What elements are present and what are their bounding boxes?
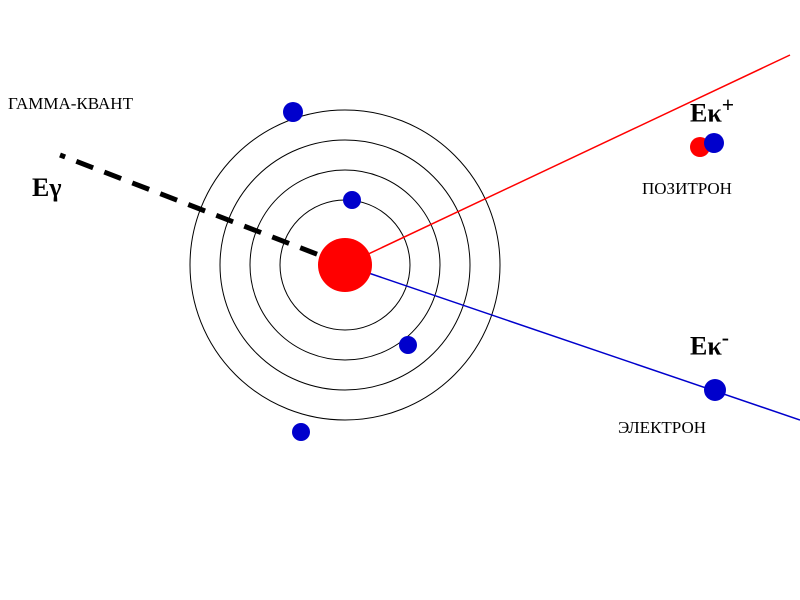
diagram-canvas xyxy=(0,0,800,600)
electron-outgoing-dot xyxy=(704,379,726,401)
pair-particle xyxy=(704,133,724,153)
label-electron-energy: Eκ- xyxy=(690,326,729,362)
positron-track-line xyxy=(345,55,790,265)
orbit-electron xyxy=(343,191,361,209)
positron-pair-dots xyxy=(690,133,724,157)
label-positron-energy: Eκ+ xyxy=(690,93,734,129)
label-gamma-title: ГАММА-КВАНТ xyxy=(8,94,133,114)
label-electron: ЭЛЕКТРОН xyxy=(618,418,706,438)
label-gamma-energy: Eγ xyxy=(32,173,62,203)
orbit-electron xyxy=(399,336,417,354)
orbit-electron xyxy=(283,102,303,122)
orbit-electron xyxy=(292,423,310,441)
nucleus xyxy=(318,238,372,292)
label-positron: ПОЗИТРОН xyxy=(642,179,732,199)
gamma-ray-line xyxy=(60,155,345,265)
